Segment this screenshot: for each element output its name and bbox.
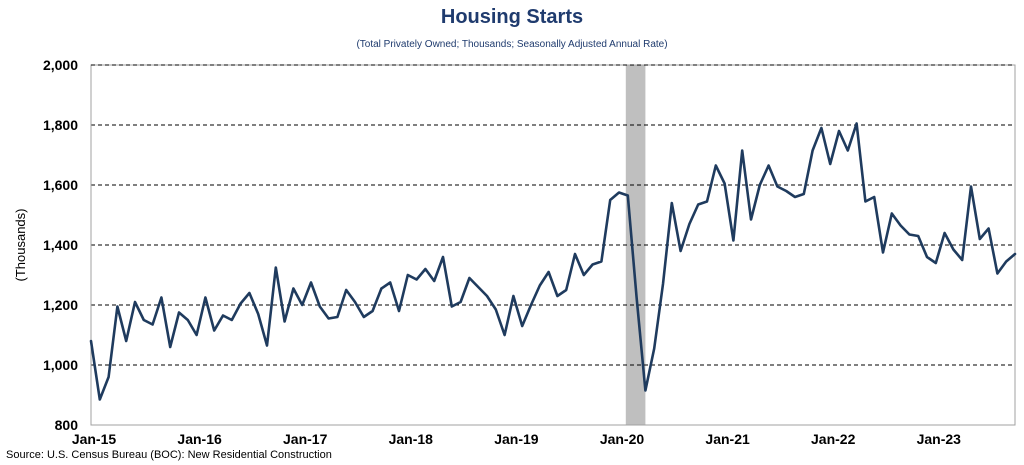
x-tick-label: Jan-18	[389, 431, 434, 447]
y-tick-label: 1,000	[43, 357, 78, 373]
y-axis-label: (Thousands)	[13, 209, 28, 282]
y-tick-label: 2,000	[43, 57, 78, 73]
chart-subtitle: (Total Privately Owned; Thousands; Seaso…	[356, 39, 668, 50]
x-tick-label: Jan-16	[177, 431, 222, 447]
x-tick-label: Jan-22	[811, 431, 856, 447]
x-tick-label: Jan-21	[705, 431, 750, 447]
x-tick-label: Jan-15	[72, 431, 117, 447]
y-tick-label: 1,400	[43, 237, 78, 253]
housing-starts-line	[89, 122, 1017, 401]
x-tick-label: Jan-17	[283, 431, 328, 447]
x-tick-label: Jan-23	[917, 431, 962, 447]
x-axis-ticks: Jan-15 Jan-16 Jan-17 Jan-18 Jan-19 Jan-20 Jan-…	[72, 431, 961, 447]
gridlines	[91, 124, 1015, 366]
y-tick-label: 1,600	[43, 177, 78, 193]
x-tick-label: Jan-20	[600, 431, 645, 447]
x-tick-label: Jan-19	[494, 431, 539, 447]
chart-title: Housing Starts	[440, 6, 584, 28]
y-tick-label: 1,200	[43, 297, 78, 313]
source-note: Source: U.S. Census Bureau (BOC): New Re…	[6, 449, 332, 461]
plot-frame	[90, 64, 1016, 426]
y-tick-label: 800	[55, 417, 79, 433]
y-tick-label: 1,800	[43, 117, 78, 133]
y-axis-ticks: 800 1,000 1,200 1,400 1,600 1,800 2,000	[43, 57, 78, 433]
series-layer	[89, 122, 1017, 401]
